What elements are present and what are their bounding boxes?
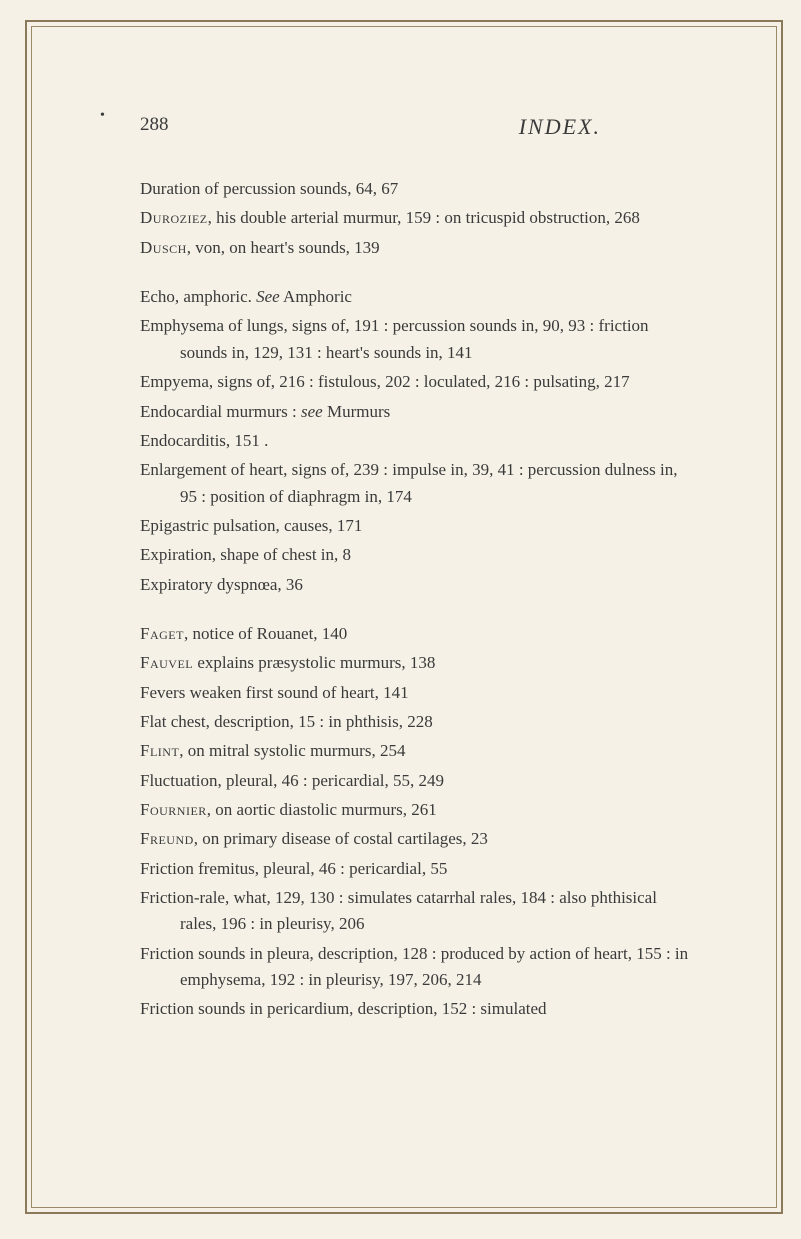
index-entry: Enlargement of heart, signs of, 239 : im… [140,457,691,510]
index-entry: Flat chest, description, 15 : in phthisi… [140,709,691,735]
index-entry: Friction fremitus, pleural, 46 : pericar… [140,856,691,882]
index-entry: Friction sounds in pleura, description, … [140,941,691,994]
index-entry: Expiratory dyspnœa, 36 [140,572,691,598]
index-entry: Flint, on mitral systolic murmurs, 254 [140,738,691,764]
index-entry: Fevers weaken first sound of heart, 141 [140,680,691,706]
page-content: • 288 INDEX. Duration of percussion soun… [140,110,691,1026]
index-entry: Fluctuation, pleural, 46 : pericardial, … [140,768,691,794]
index-entry: Echo, amphoric. See Amphoric [140,284,691,310]
page-header: 288 INDEX. [140,110,691,144]
index-entry: Duroziez, his double arterial murmur, 15… [140,205,691,231]
section-break [140,601,691,621]
section-break [140,264,691,284]
index-entry: Endocardial murmurs : see Murmurs [140,399,691,425]
index-entry: Empyema, signs of, 216 : fistulous, 202 … [140,369,691,395]
index-entry: Epigastric pulsation, causes, 171 [140,513,691,539]
index-entry: Freund, on primary disease of costal car… [140,826,691,852]
index-entry: Endocarditis, 151 . [140,428,691,454]
index-entry: Friction sounds in pericardium, descript… [140,996,691,1022]
index-entry: Emphysema of lungs, signs of, 191 : perc… [140,313,691,366]
margin-mark: • [100,105,105,127]
index-entry: Faget, notice of Rouanet, 140 [140,621,691,647]
index-entry: Dusch, von, on heart's sounds, 139 [140,235,691,261]
index-entry: Expiration, shape of chest in, 8 [140,542,691,568]
index-entry: Fournier, on aortic diastolic murmurs, 2… [140,797,691,823]
index-entry: Duration of percussion sounds, 64, 67 [140,176,691,202]
index-entry: Fauvel explains præsystolic murmurs, 138 [140,650,691,676]
page-number: 288 [140,110,169,144]
page-title: INDEX. [519,110,601,144]
index-entry: Friction-rale, what, 129, 130 : simulate… [140,885,691,938]
index-entries: Duration of percussion sounds, 64, 67 Dur… [140,176,691,1023]
